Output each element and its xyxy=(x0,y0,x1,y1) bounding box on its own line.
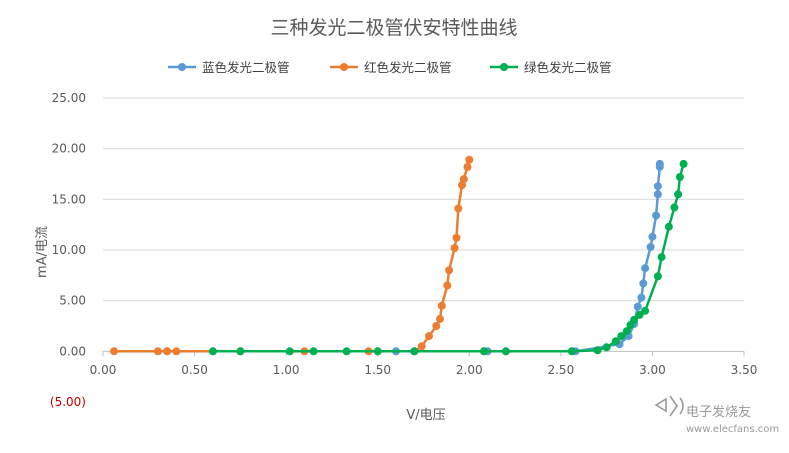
data-point xyxy=(646,243,655,251)
data-point xyxy=(648,232,657,241)
data-point xyxy=(342,347,351,356)
series-line xyxy=(112,158,471,353)
data-point xyxy=(163,347,172,356)
x-tick-label: 2.00 xyxy=(456,363,483,377)
data-point xyxy=(653,182,662,191)
grid-layer xyxy=(103,97,744,302)
legend: 蓝色发光二极管 红色发光二极管 绿色发光二极管 xyxy=(168,60,612,75)
data-point xyxy=(465,155,474,164)
watermark: 电子发烧友 www.elecfans.com xyxy=(654,395,779,435)
legend-item-red: 红色发光二极管 xyxy=(330,60,452,75)
y-tick-label: 0.00 xyxy=(59,344,86,358)
data-point xyxy=(639,279,648,288)
x-tick-label: 1.50 xyxy=(364,363,391,377)
data-point xyxy=(655,159,664,168)
data-point xyxy=(450,244,459,252)
data-point xyxy=(432,322,441,330)
legend-swatch-marker xyxy=(500,63,508,71)
data-point xyxy=(236,347,245,356)
data-point xyxy=(459,175,468,184)
data-point xyxy=(653,272,662,281)
y-tick-label: 15.00 xyxy=(52,192,86,206)
y-tick-label: 10.00 xyxy=(52,243,86,257)
data-point xyxy=(443,281,452,290)
data-point xyxy=(463,162,472,171)
data-point xyxy=(110,347,118,356)
data-point xyxy=(670,203,679,212)
y-axis-label: mA/电流 xyxy=(35,226,50,278)
legend-label: 蓝色发光二极管 xyxy=(202,60,290,75)
data-point xyxy=(664,222,673,231)
x-tick-label: 3.50 xyxy=(731,363,758,377)
data-point xyxy=(637,293,646,302)
data-point xyxy=(567,347,576,356)
data-point xyxy=(501,347,510,356)
data-point xyxy=(602,343,611,352)
y-tick-label: 20.00 xyxy=(52,142,86,156)
data-point xyxy=(153,347,162,356)
data-point xyxy=(425,332,433,341)
legend-item-blue: 蓝色发光二极管 xyxy=(168,60,290,75)
data-point xyxy=(417,342,426,351)
legend-swatch-marker xyxy=(178,63,186,71)
legend-label: 红色发光二极管 xyxy=(364,60,452,75)
data-point xyxy=(452,233,461,242)
x-tick-label: 1.00 xyxy=(273,363,300,377)
data-point xyxy=(652,211,661,220)
data-point xyxy=(617,332,626,341)
data-point xyxy=(675,173,684,181)
data-point xyxy=(679,159,688,168)
y-tick-label: 25.00 xyxy=(52,91,86,105)
data-point xyxy=(630,315,639,324)
series-layer xyxy=(110,155,688,356)
x-tick-label: 2.50 xyxy=(547,363,574,377)
data-point xyxy=(657,253,666,262)
data-point xyxy=(454,204,463,213)
data-point xyxy=(653,190,662,199)
data-point xyxy=(458,181,466,190)
series-2 xyxy=(208,159,688,356)
watermark-text: 电子发烧友 xyxy=(686,404,751,420)
data-point xyxy=(285,347,294,356)
x-axis-label: V/电压 xyxy=(406,408,445,423)
data-point xyxy=(410,347,419,356)
data-point xyxy=(622,327,631,336)
y-tick-label: 5.00 xyxy=(59,294,86,308)
data-point xyxy=(641,264,650,273)
legend-label: 绿色发光二极管 xyxy=(524,60,612,75)
data-point xyxy=(674,190,683,199)
axis-layer: (5.00) 0.00 5.00 10.00 15.00 20.00 25.00 0.00 0.… xyxy=(50,91,757,409)
x-tick-label: 0.00 xyxy=(90,363,117,377)
y-tick-label: (5.00) xyxy=(50,395,86,409)
data-point xyxy=(373,347,382,356)
data-point xyxy=(611,337,620,346)
data-point xyxy=(436,314,444,323)
data-point xyxy=(641,306,650,315)
legend-swatch-marker xyxy=(340,63,348,71)
watermark-url: www.elecfans.com xyxy=(686,424,779,435)
data-point xyxy=(437,301,446,310)
data-point xyxy=(593,346,602,355)
data-point xyxy=(635,310,644,319)
data-point xyxy=(309,347,318,356)
data-point xyxy=(208,347,217,356)
legend-item-green: 绿色发光二极管 xyxy=(490,60,612,75)
x-tick-label: 0.50 xyxy=(181,363,208,377)
data-point xyxy=(172,347,181,356)
data-point xyxy=(633,302,642,311)
data-point xyxy=(479,347,488,356)
chart-title: 三种发光二极管伏安特性曲线 xyxy=(270,17,517,39)
watermark-logo xyxy=(654,395,684,417)
x-tick-label: 3.00 xyxy=(639,363,666,377)
data-point xyxy=(445,266,454,275)
